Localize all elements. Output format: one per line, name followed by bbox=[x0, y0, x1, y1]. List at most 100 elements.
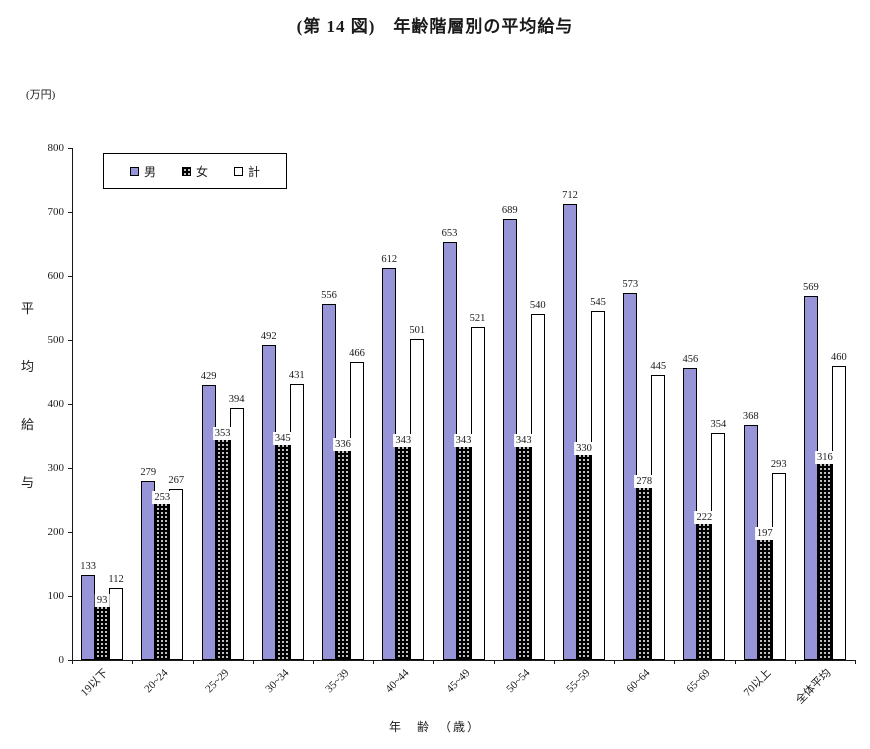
bar-total bbox=[530, 314, 545, 660]
bar-total bbox=[350, 361, 364, 660]
y-axis-tick bbox=[68, 276, 72, 277]
value-label-male: 429 bbox=[200, 371, 217, 383]
bar-female bbox=[396, 440, 411, 660]
bar-male bbox=[563, 204, 577, 660]
x-axis-tick bbox=[553, 660, 555, 664]
y-axis-line bbox=[72, 148, 73, 660]
bar-male bbox=[81, 574, 96, 660]
bar-male bbox=[141, 481, 156, 660]
y-axis-tick bbox=[68, 532, 72, 533]
value-label-total: 521 bbox=[469, 312, 486, 324]
value-label-total: 431 bbox=[288, 370, 305, 382]
bar-male bbox=[803, 295, 818, 660]
value-label-male: 492 bbox=[260, 331, 277, 343]
y-axis-tick-label: 200 bbox=[47, 526, 65, 538]
y-axis-tick-label: 800 bbox=[47, 142, 65, 154]
y-axis-tick bbox=[68, 596, 72, 597]
bar-female bbox=[215, 434, 230, 660]
y-axis-tick-label: 300 bbox=[47, 462, 65, 474]
value-label-female: 343 bbox=[453, 433, 474, 447]
x-axis-tick bbox=[433, 660, 435, 664]
y-axis-tick-label: 700 bbox=[47, 206, 65, 218]
x-axis-title: 年 齢 （歳） bbox=[388, 720, 481, 734]
bar-male bbox=[382, 268, 397, 660]
bar-total bbox=[771, 472, 786, 660]
y-axis-title-char: 給 bbox=[21, 417, 35, 432]
bar-total bbox=[711, 433, 726, 660]
value-label-female: 330 bbox=[574, 441, 594, 455]
x-axis-tick bbox=[614, 660, 616, 664]
value-label-male: 556 bbox=[321, 290, 337, 302]
y-axis-tick bbox=[68, 404, 72, 405]
y-axis-tick-label: 600 bbox=[47, 270, 65, 282]
bar-total bbox=[289, 384, 304, 660]
value-label-male: 689 bbox=[501, 205, 518, 216]
value-label-female: 253 bbox=[152, 491, 173, 505]
y-axis-title-char: 与 bbox=[21, 475, 35, 490]
y-axis-tick bbox=[68, 660, 72, 661]
y-axis-tick-label: 400 bbox=[47, 398, 65, 410]
bar-total bbox=[109, 588, 124, 660]
bar-female bbox=[516, 440, 531, 660]
legend-item-female: 女 bbox=[181, 163, 208, 180]
value-label-total: 394 bbox=[228, 393, 245, 405]
value-label-male: 653 bbox=[441, 228, 458, 240]
legend-label-male: 男 bbox=[143, 164, 156, 179]
value-label-total: 501 bbox=[409, 325, 426, 337]
value-label-total: 466 bbox=[349, 347, 365, 359]
bar-female bbox=[577, 448, 591, 660]
bar-total bbox=[831, 365, 846, 660]
value-label-total: 112 bbox=[108, 574, 124, 586]
bar-female bbox=[456, 440, 471, 660]
value-label-total: 267 bbox=[168, 475, 185, 487]
value-label-total: 545 bbox=[590, 297, 606, 309]
x-axis-tick bbox=[252, 660, 254, 664]
chart-title: (第 14 図) 年齢階層別の平均給与 bbox=[296, 17, 574, 36]
x-axis-tick bbox=[312, 660, 314, 664]
x-axis-tick bbox=[734, 660, 736, 664]
bar-total bbox=[470, 326, 485, 660]
bar-female bbox=[637, 482, 652, 660]
y-axis-tick-label: 0 bbox=[58, 654, 65, 666]
legend: 男 女 計 bbox=[103, 153, 287, 189]
y-axis-tick bbox=[68, 148, 72, 149]
value-label-male: 712 bbox=[562, 190, 578, 202]
bar-male bbox=[322, 304, 336, 660]
legend-swatch-total bbox=[233, 166, 243, 176]
bar-female bbox=[757, 533, 772, 660]
value-label-female: 197 bbox=[754, 526, 775, 540]
bar-female bbox=[697, 517, 712, 660]
value-label-total: 293 bbox=[770, 458, 787, 470]
bar-male bbox=[743, 424, 758, 660]
value-label-male: 368 bbox=[742, 410, 759, 422]
legend-label-female: 女 bbox=[195, 164, 208, 179]
value-label-total: 354 bbox=[710, 419, 727, 431]
y-axis-tick-label: 100 bbox=[47, 590, 65, 602]
bar-total bbox=[229, 407, 244, 660]
bar-total bbox=[591, 311, 605, 660]
bar-total bbox=[169, 489, 184, 660]
x-axis-tick bbox=[855, 660, 856, 664]
legend-item-male: 男 bbox=[129, 163, 156, 180]
value-label-female: 316 bbox=[815, 450, 835, 464]
y-axis-tick bbox=[68, 340, 72, 341]
value-label-female: 343 bbox=[393, 433, 414, 447]
y-axis-title-char: 均 bbox=[21, 359, 35, 374]
value-label-female: 345 bbox=[272, 432, 293, 446]
value-label-male: 456 bbox=[682, 354, 699, 366]
legend-label-total: 計 bbox=[247, 164, 260, 179]
x-axis-line bbox=[72, 660, 856, 661]
x-axis-tick bbox=[132, 660, 134, 664]
y-axis-title-char: 平 bbox=[21, 301, 35, 316]
value-label-total: 445 bbox=[650, 361, 667, 373]
value-label-male: 612 bbox=[381, 254, 398, 266]
y-axis-tick bbox=[68, 212, 72, 213]
value-label-male: 569 bbox=[803, 281, 819, 293]
bar-total bbox=[651, 375, 666, 660]
bar-male bbox=[261, 345, 276, 660]
value-label-male: 279 bbox=[140, 467, 157, 479]
x-axis-tick bbox=[192, 660, 194, 664]
value-label-female: 93 bbox=[94, 593, 110, 607]
bar-male bbox=[201, 385, 216, 660]
